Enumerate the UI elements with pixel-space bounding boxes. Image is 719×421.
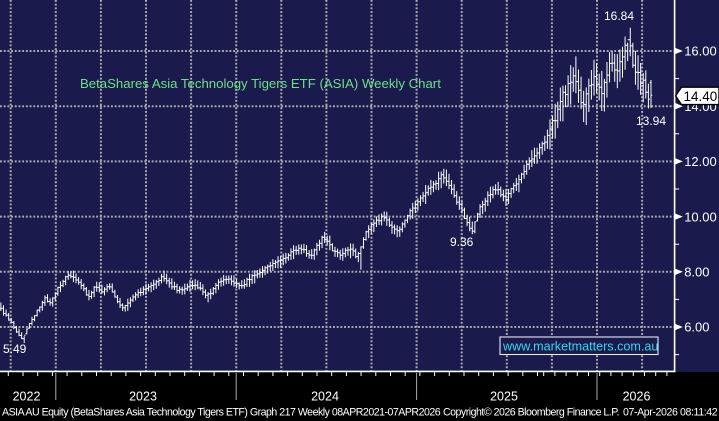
- svg-text:12.00: 12.00: [684, 154, 717, 169]
- svg-text:2022: 2022: [13, 390, 41, 404]
- svg-text:10.00: 10.00: [684, 209, 717, 224]
- svg-text:16.84: 16.84: [604, 9, 634, 23]
- svg-text:6.00: 6.00: [684, 320, 709, 335]
- svg-text:BetaShares Asia Technology Tig: BetaShares Asia Technology Tigers ETF (A…: [80, 76, 441, 91]
- svg-text:9.36: 9.36: [450, 235, 474, 249]
- svg-text:14.40: 14.40: [684, 89, 718, 104]
- svg-text:Copyright© 2026 Bloomberg Fina: Copyright© 2026 Bloomberg Finance L.P.: [443, 407, 619, 419]
- svg-text:www.marketmatters.com.au: www.marketmatters.com.au: [502, 340, 658, 354]
- svg-text:8.00: 8.00: [684, 265, 709, 280]
- svg-text:07-Apr-2026 08:11:42: 07-Apr-2026 08:11:42: [623, 407, 718, 419]
- svg-text:16.00: 16.00: [684, 44, 717, 59]
- svg-text:2025: 2025: [490, 390, 518, 404]
- svg-text:2024: 2024: [311, 390, 339, 404]
- svg-text:2026: 2026: [623, 390, 651, 404]
- svg-text:2023: 2023: [129, 390, 157, 404]
- svg-text:5.49: 5.49: [3, 342, 27, 356]
- svg-text:ASIA AU Equity (BetaShares Asi: ASIA AU Equity (BetaShares Asia Technolo…: [2, 407, 441, 419]
- svg-text:13.94: 13.94: [636, 114, 666, 128]
